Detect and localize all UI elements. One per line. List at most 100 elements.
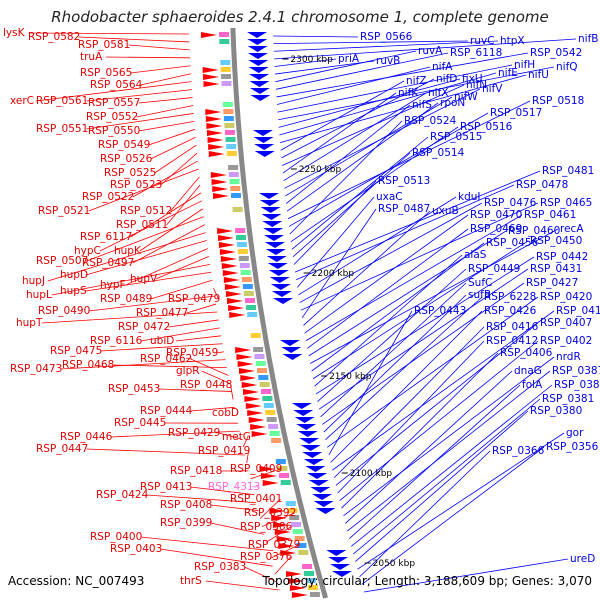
reverse-gene-arrow bbox=[254, 144, 275, 150]
gene-label-forward: RSP_0526 bbox=[100, 153, 153, 165]
reverse-gene-arrow bbox=[332, 571, 353, 577]
backbone-curve bbox=[230, 27, 329, 599]
reverse-gene-arrow bbox=[249, 74, 270, 80]
feature-block bbox=[305, 578, 316, 583]
reverse-gene-arrow bbox=[260, 207, 281, 213]
leader-line bbox=[218, 432, 242, 440]
leader-line bbox=[335, 322, 539, 486]
gene-label-forward: truA bbox=[80, 51, 103, 63]
forward-gene-arrow bbox=[210, 172, 227, 178]
reverse-gene-arrow bbox=[303, 459, 324, 465]
gene-label-reverse: RSP_6118 bbox=[450, 47, 502, 59]
gene-label-forward: RSP_0424 bbox=[96, 489, 149, 501]
reverse-gene-arrow bbox=[248, 67, 269, 73]
gene-label-forward: RSP_0453 bbox=[108, 383, 160, 395]
leader-line bbox=[296, 184, 515, 281]
gene-label-forward: RSP_0522 bbox=[82, 191, 134, 203]
gene-label-reverse: RSP_0382 bbox=[554, 379, 600, 391]
leader-line bbox=[86, 113, 194, 130]
feature-block bbox=[258, 375, 269, 380]
feature-block bbox=[228, 165, 239, 170]
forward-gene-arrow bbox=[213, 193, 230, 199]
forward-gene-arrow bbox=[223, 277, 240, 283]
reverse-gene-arrow bbox=[279, 340, 300, 346]
leader-line bbox=[160, 152, 198, 186]
leader-line bbox=[139, 208, 204, 252]
feature-block bbox=[302, 564, 313, 569]
forward-gene-arrow bbox=[250, 424, 267, 430]
reverse-gene-arrow bbox=[330, 564, 351, 570]
gene-label-reverse: gor bbox=[566, 427, 584, 439]
leader-line bbox=[175, 335, 222, 342]
leader-line bbox=[286, 102, 439, 212]
gene-label-forward: RSP_0490 bbox=[38, 305, 90, 317]
leader-line bbox=[86, 89, 193, 102]
leader-line bbox=[168, 319, 219, 328]
leader-line bbox=[158, 388, 232, 392]
gene-label-reverse: ureD bbox=[570, 553, 595, 565]
gene-label-reverse: RSP_0456 bbox=[486, 237, 539, 249]
leader-line bbox=[311, 242, 485, 372]
gene-label-reverse: dnaG bbox=[514, 365, 542, 377]
feature-block bbox=[224, 123, 235, 128]
gene-label-reverse: RSP_0431 bbox=[530, 263, 582, 275]
forward-gene-arrow bbox=[240, 375, 257, 381]
gene-label-reverse: RSP_0381 bbox=[542, 393, 594, 405]
leader-line bbox=[35, 81, 192, 102]
leader-line bbox=[273, 40, 469, 45]
gene-label-forward: RSP_0413 bbox=[140, 481, 192, 493]
forward-gene-arrow bbox=[220, 256, 237, 262]
gene-label-reverse: nrdR bbox=[556, 351, 581, 363]
feature-block bbox=[277, 466, 288, 471]
leader-line bbox=[273, 40, 499, 52]
reverse-gene-arrow bbox=[294, 417, 315, 423]
gene-label-forward: RSP_0550 bbox=[88, 125, 140, 137]
forward-gene-arrow bbox=[224, 284, 241, 290]
feature-block bbox=[292, 529, 303, 534]
leader-line bbox=[112, 364, 227, 368]
leader-line bbox=[148, 128, 196, 146]
feature-block bbox=[294, 536, 305, 541]
leader-line bbox=[273, 35, 359, 38]
leader-line bbox=[297, 196, 375, 288]
leader-line bbox=[28, 32, 190, 35]
feature-block bbox=[226, 151, 237, 156]
reverse-gene-arrow bbox=[247, 39, 268, 45]
reverse-gene-arrow bbox=[308, 480, 329, 486]
gene-label-reverse: fixU bbox=[462, 73, 483, 85]
gene-label-reverse: RSP_0406 bbox=[500, 347, 553, 359]
leader-line bbox=[146, 494, 257, 504]
genome-summary-text: Topology: circular; Length: 3,188,609 bp… bbox=[261, 574, 592, 588]
gene-label-forward: hupS bbox=[60, 285, 87, 297]
leader-line bbox=[323, 294, 467, 433]
feature-block bbox=[307, 585, 318, 590]
leader-line bbox=[88, 168, 199, 212]
feature-block bbox=[223, 116, 234, 121]
feature-block bbox=[253, 347, 264, 352]
gene-label-reverse: RSP_0442 bbox=[536, 251, 588, 263]
map-title: Rhodobacter sphaeroides 2.4.1 chromosome… bbox=[51, 8, 549, 26]
reverse-gene-labels: RSP_0566 ruvC htpX nifB priA ruvB ruvA RSP_6118… bbox=[338, 31, 600, 565]
gene-label-forward: hypF bbox=[100, 279, 126, 291]
forward-gene-arrow bbox=[228, 305, 245, 311]
leader-line bbox=[325, 296, 483, 440]
reverse-gene-arrow bbox=[252, 130, 273, 136]
reverse-gene-arrow bbox=[249, 88, 270, 94]
leader-line bbox=[289, 120, 403, 235]
leader-line bbox=[235, 412, 239, 416]
gene-label-forward: ubiD bbox=[150, 335, 174, 347]
kbp-label: 2050 kbp bbox=[373, 559, 416, 569]
leader-line bbox=[138, 97, 193, 104]
leader-line bbox=[278, 66, 555, 121]
gene-label-reverse: nifQ bbox=[556, 61, 578, 73]
feature-block bbox=[263, 403, 274, 408]
forward-gene-arrow bbox=[203, 74, 220, 80]
gene-label-reverse: RSP_0407 bbox=[540, 317, 592, 329]
forward-gene-arrow bbox=[218, 242, 235, 248]
forward-gene-arrow bbox=[236, 354, 253, 360]
gene-label-forward: RSP_0383 bbox=[194, 561, 246, 573]
leader-line bbox=[154, 144, 197, 174]
feature-block bbox=[261, 389, 272, 394]
accession-text: Accession: NC_007493 bbox=[8, 574, 144, 588]
